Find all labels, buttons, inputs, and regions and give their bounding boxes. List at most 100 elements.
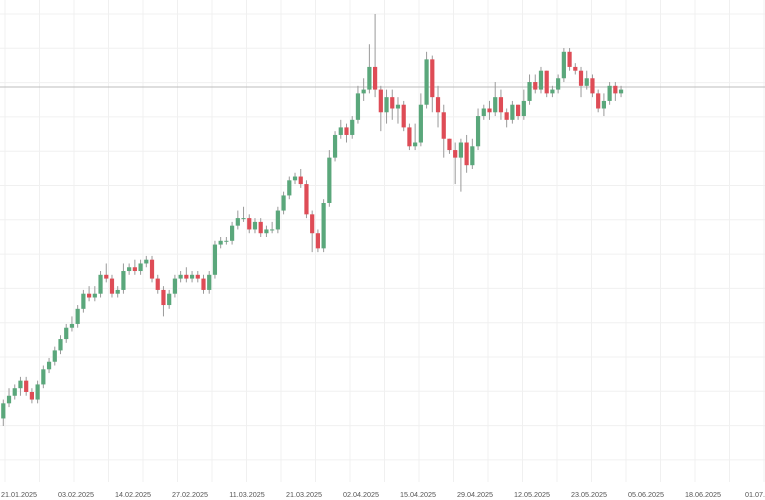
candle-body-up bbox=[235, 218, 240, 226]
candle-body-down bbox=[516, 104, 521, 117]
candle-body-down bbox=[567, 51, 572, 67]
x-tick-label: 11.03.2025 bbox=[229, 490, 264, 499]
candle bbox=[275, 206, 280, 234]
candle bbox=[155, 274, 160, 294]
candle-body-up bbox=[264, 229, 269, 234]
candle bbox=[350, 116, 355, 139]
candle bbox=[252, 218, 258, 234]
candle-body-up bbox=[224, 240, 229, 242]
candle-body-up bbox=[127, 267, 132, 272]
candle bbox=[447, 138, 452, 154]
candle bbox=[327, 150, 332, 207]
candle-body-down bbox=[298, 176, 303, 185]
candle bbox=[315, 229, 320, 253]
candle-body-up bbox=[207, 274, 212, 290]
candle-body-up bbox=[527, 82, 532, 101]
candle bbox=[264, 225, 269, 238]
candle-body-down bbox=[487, 108, 492, 113]
candle-body-up bbox=[561, 51, 566, 79]
candle bbox=[218, 237, 223, 249]
candle bbox=[510, 100, 515, 124]
candle-body-up bbox=[46, 361, 52, 370]
candle-body-up bbox=[413, 142, 418, 147]
candle-body-up bbox=[52, 350, 57, 362]
candle-body-up bbox=[395, 104, 401, 109]
candle-body-down bbox=[132, 267, 137, 272]
candle bbox=[247, 214, 252, 234]
candle-body-down bbox=[184, 274, 189, 279]
candle-body-up bbox=[584, 78, 589, 86]
candle bbox=[167, 289, 172, 309]
candle-body-up bbox=[230, 225, 235, 241]
candle bbox=[521, 89, 526, 120]
candle bbox=[561, 48, 566, 83]
candle bbox=[573, 63, 578, 75]
candle bbox=[378, 85, 383, 132]
candle bbox=[338, 119, 343, 139]
candle bbox=[401, 100, 406, 132]
candle bbox=[144, 255, 149, 268]
candle bbox=[1, 399, 6, 426]
candle-body-up bbox=[618, 89, 624, 94]
candle bbox=[6, 388, 12, 408]
candle-body-down bbox=[596, 93, 601, 109]
candle-body-down bbox=[258, 221, 263, 234]
candle bbox=[498, 89, 504, 120]
candle-body-up bbox=[550, 89, 555, 94]
candle bbox=[533, 74, 538, 94]
candle-body-up bbox=[35, 384, 40, 400]
candle bbox=[121, 263, 126, 294]
candle bbox=[35, 380, 40, 404]
candle bbox=[470, 138, 475, 169]
candle-body-up bbox=[321, 202, 326, 249]
candle-body-up bbox=[12, 388, 17, 396]
candle bbox=[424, 51, 429, 109]
candle-body-down bbox=[247, 218, 252, 230]
candles bbox=[1, 14, 624, 426]
candle-body-down bbox=[498, 97, 504, 113]
candle-body-up bbox=[521, 100, 526, 117]
candle bbox=[464, 134, 469, 173]
candle-body-down bbox=[613, 85, 618, 94]
candle bbox=[298, 168, 303, 188]
candle-body-up bbox=[355, 93, 361, 120]
candle bbox=[373, 14, 378, 98]
candle-body-down bbox=[344, 127, 349, 135]
x-tick-label: 29.04.2025 bbox=[457, 490, 493, 499]
candle-body-down bbox=[447, 138, 452, 151]
candle bbox=[435, 85, 441, 128]
candle-body-up bbox=[601, 100, 606, 109]
candle-body-up bbox=[218, 240, 223, 245]
candle bbox=[493, 82, 498, 117]
candle bbox=[178, 271, 183, 283]
candle bbox=[109, 274, 115, 298]
candle-body-down bbox=[544, 70, 549, 94]
candle bbox=[81, 289, 86, 313]
candle-body-up bbox=[481, 108, 486, 117]
candle bbox=[418, 93, 423, 147]
candle bbox=[310, 210, 315, 253]
candle-body-up bbox=[189, 274, 195, 279]
candle bbox=[132, 259, 137, 275]
candle bbox=[384, 89, 389, 124]
candle bbox=[69, 316, 75, 332]
candle bbox=[538, 66, 544, 94]
candle bbox=[270, 221, 275, 234]
candle bbox=[441, 104, 446, 158]
candle-body-up bbox=[556, 78, 561, 90]
candle bbox=[98, 271, 103, 298]
candle-body-up bbox=[167, 293, 172, 306]
candle-body-up bbox=[6, 395, 12, 404]
candle-body-up bbox=[384, 97, 389, 113]
candle bbox=[390, 89, 395, 120]
candle-body-down bbox=[453, 150, 458, 158]
candle-body-down bbox=[533, 82, 538, 90]
candle-body-down bbox=[109, 278, 115, 294]
candle bbox=[453, 142, 458, 185]
candle bbox=[613, 82, 618, 101]
candle-body-up bbox=[178, 274, 183, 279]
candle-body-up bbox=[241, 218, 246, 220]
candle bbox=[58, 335, 63, 355]
candle bbox=[241, 206, 246, 222]
